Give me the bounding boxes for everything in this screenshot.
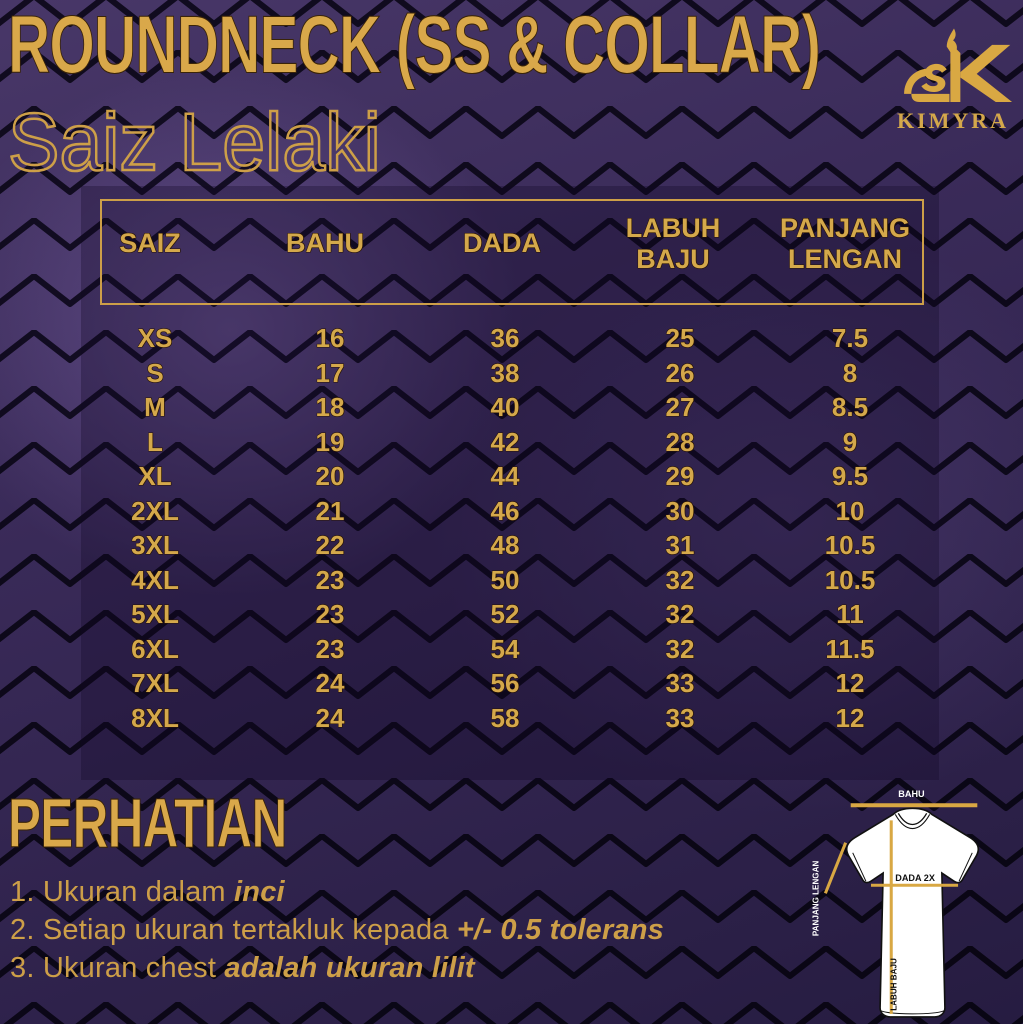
svg-text:DADA 2X: DADA 2X [895,873,935,883]
svg-text:LABUH BAJU: LABUH BAJU [889,958,898,1011]
svg-text:PANJANG LENGAN: PANJANG LENGAN [811,861,820,937]
svg-text:BAHU: BAHU [898,789,925,799]
